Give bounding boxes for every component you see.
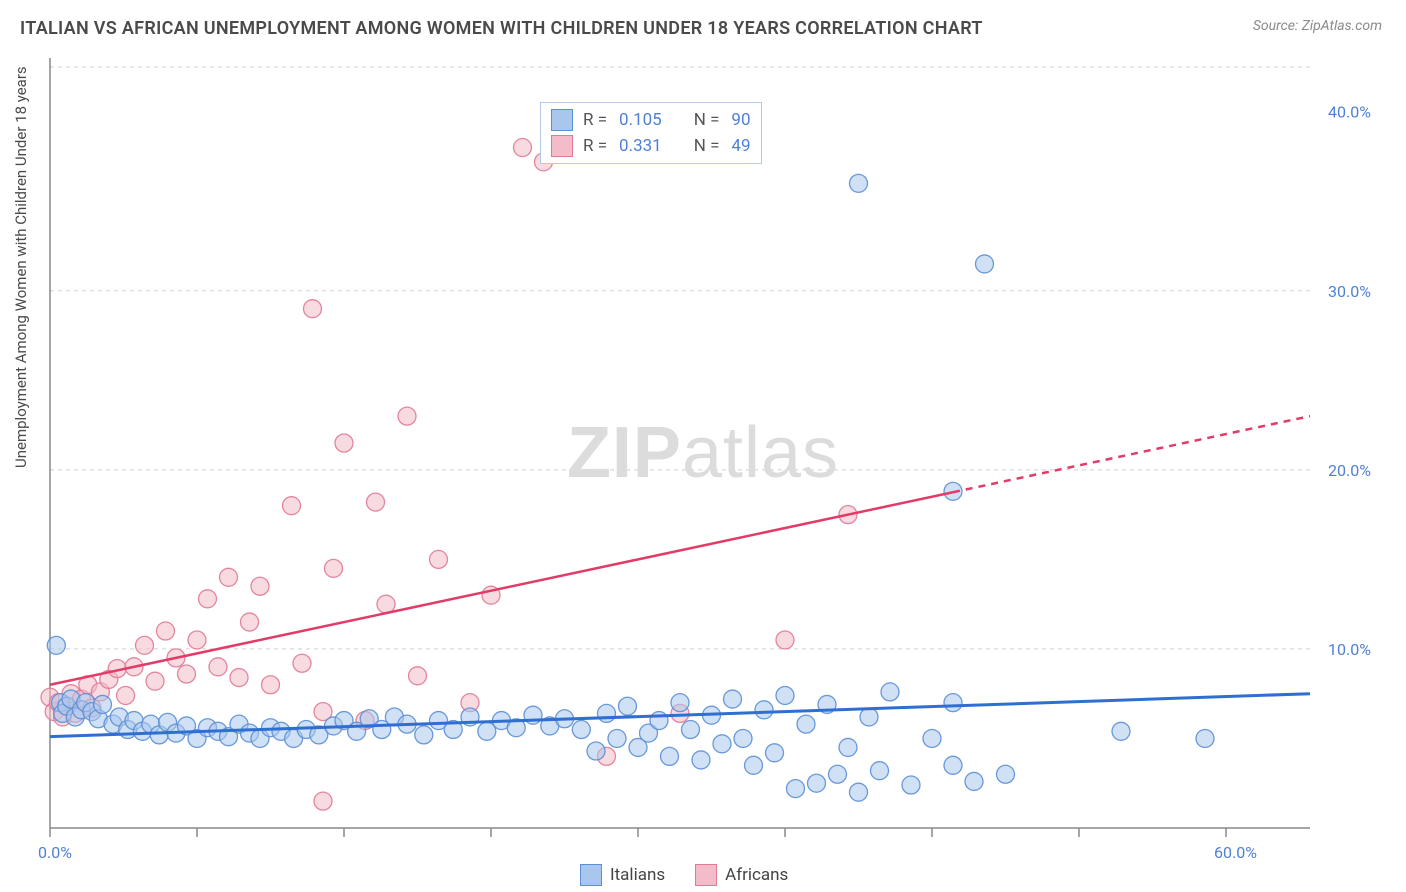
- svg-text:10.0%: 10.0%: [1328, 640, 1371, 659]
- data-point: [808, 774, 826, 792]
- svg-text:20.0%: 20.0%: [1328, 461, 1371, 480]
- data-point: [314, 792, 332, 810]
- data-point: [797, 715, 815, 733]
- data-point: [829, 765, 847, 783]
- chart-area: Unemployment Among Women with Children U…: [0, 48, 1406, 892]
- data-point: [776, 686, 794, 704]
- data-point: [661, 747, 679, 765]
- data-point: [335, 434, 353, 452]
- data-point: [713, 735, 731, 753]
- data-point: [965, 772, 983, 790]
- scatter-chart: 0.0% 60.0% 10.0% 20.0% 30.0% 40.0%: [0, 48, 1406, 892]
- data-point: [587, 742, 605, 760]
- legend-row-italians: R = 0.105 N = 90: [551, 107, 751, 133]
- data-point: [787, 780, 805, 798]
- data-point: [572, 721, 590, 739]
- data-point: [209, 658, 227, 676]
- chart-title: ITALIAN VS AFRICAN UNEMPLOYMENT AMONG WO…: [20, 18, 983, 39]
- svg-text:30.0%: 30.0%: [1328, 282, 1371, 301]
- data-point: [1196, 729, 1214, 747]
- data-point: [398, 407, 416, 425]
- data-point: [325, 559, 343, 577]
- data-point: [430, 550, 448, 568]
- data-point: [839, 738, 857, 756]
- data-point: [860, 708, 878, 726]
- n-label: N =: [694, 133, 720, 159]
- r-value: 0.331: [619, 133, 662, 159]
- data-point: [1112, 722, 1130, 740]
- n-value: 90: [731, 107, 750, 133]
- r-label: R =: [583, 107, 607, 133]
- legend-item-africans: Africans: [695, 864, 788, 886]
- svg-text:40.0%: 40.0%: [1328, 103, 1371, 122]
- source-label: Source: ZipAtlas.com: [1253, 18, 1382, 34]
- data-point: [117, 686, 135, 704]
- y-axis-label: Unemployment Among Women with Children U…: [12, 66, 30, 468]
- data-point: [188, 631, 206, 649]
- data-point: [944, 756, 962, 774]
- data-point: [304, 300, 322, 318]
- data-point: [671, 694, 689, 712]
- n-value: 49: [731, 133, 750, 159]
- data-point: [146, 672, 164, 690]
- data-point: [766, 744, 784, 762]
- trend-line-extrapolated: [953, 416, 1310, 492]
- correlation-legend: R = 0.105 N = 90 R = 0.331 N = 49: [540, 102, 762, 164]
- data-point: [199, 590, 217, 608]
- r-value: 0.105: [619, 107, 662, 133]
- data-point: [850, 174, 868, 192]
- data-point: [923, 729, 941, 747]
- data-point: [293, 654, 311, 672]
- data-point: [682, 721, 700, 739]
- data-point: [724, 690, 742, 708]
- data-point: [367, 493, 385, 511]
- data-point: [776, 631, 794, 649]
- swatch-africans: [551, 135, 573, 157]
- data-point: [178, 665, 196, 683]
- swatch-italians: [580, 864, 602, 886]
- data-point: [881, 683, 899, 701]
- data-point: [283, 497, 301, 515]
- legend-row-africans: R = 0.331 N = 49: [551, 133, 751, 159]
- svg-text:60.0%: 60.0%: [1214, 843, 1257, 862]
- data-point: [415, 726, 433, 744]
- data-point: [598, 704, 616, 722]
- data-point: [734, 729, 752, 747]
- swatch-africans: [695, 864, 717, 886]
- series-legend: Italians Africans: [580, 864, 788, 886]
- data-point: [850, 783, 868, 801]
- data-point: [871, 762, 889, 780]
- data-point: [745, 756, 763, 774]
- data-point: [997, 765, 1015, 783]
- data-point: [976, 255, 994, 273]
- swatch-italians: [551, 109, 573, 131]
- data-point: [47, 636, 65, 654]
- legend-label: Italians: [610, 865, 665, 885]
- data-point: [262, 676, 280, 694]
- data-point: [944, 694, 962, 712]
- data-point: [251, 577, 269, 595]
- data-point: [94, 695, 112, 713]
- svg-text:0.0%: 0.0%: [38, 843, 72, 862]
- data-point: [230, 669, 248, 687]
- data-point: [514, 139, 532, 157]
- n-label: N =: [694, 107, 720, 133]
- legend-item-italians: Italians: [580, 864, 665, 886]
- legend-label: Africans: [725, 865, 788, 885]
- data-point: [157, 622, 175, 640]
- data-point: [902, 776, 920, 794]
- data-point: [608, 729, 626, 747]
- data-point: [136, 636, 154, 654]
- data-point: [692, 751, 710, 769]
- data-point: [241, 613, 259, 631]
- data-point: [377, 595, 395, 613]
- data-point: [619, 697, 637, 715]
- trend-line: [50, 492, 953, 685]
- r-label: R =: [583, 133, 607, 159]
- data-point: [220, 568, 238, 586]
- data-point: [409, 667, 427, 685]
- data-point: [755, 701, 773, 719]
